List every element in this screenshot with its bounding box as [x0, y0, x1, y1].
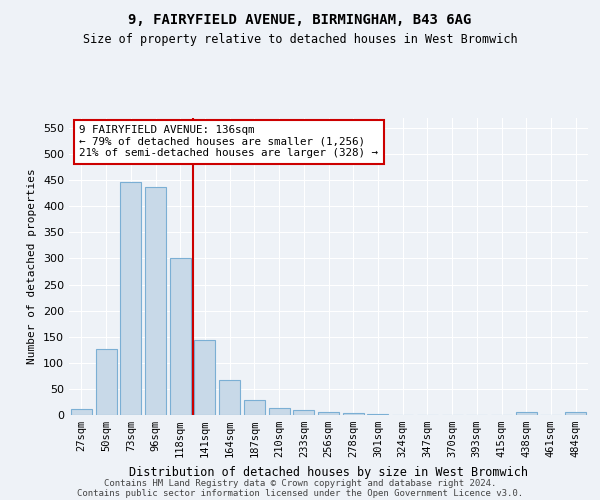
Text: Contains public sector information licensed under the Open Government Licence v3: Contains public sector information licen… — [77, 488, 523, 498]
Bar — [244, 400, 265, 415]
Bar — [170, 258, 191, 415]
Bar — [219, 380, 240, 415]
Bar — [145, 187, 166, 415]
Bar — [565, 412, 586, 415]
Bar — [367, 414, 388, 415]
Bar — [95, 348, 116, 415]
Bar — [194, 340, 215, 415]
X-axis label: Distribution of detached houses by size in West Bromwich: Distribution of detached houses by size … — [129, 466, 528, 478]
Bar — [71, 408, 92, 415]
Bar — [293, 410, 314, 415]
Bar — [318, 412, 339, 415]
Y-axis label: Number of detached properties: Number of detached properties — [28, 168, 37, 364]
Bar — [343, 414, 364, 415]
Text: 9, FAIRYFIELD AVENUE, BIRMINGHAM, B43 6AG: 9, FAIRYFIELD AVENUE, BIRMINGHAM, B43 6A… — [128, 12, 472, 26]
Bar — [516, 412, 537, 415]
Text: Size of property relative to detached houses in West Bromwich: Size of property relative to detached ho… — [83, 32, 517, 46]
Text: Contains HM Land Registry data © Crown copyright and database right 2024.: Contains HM Land Registry data © Crown c… — [104, 478, 496, 488]
Text: 9 FAIRYFIELD AVENUE: 136sqm
← 79% of detached houses are smaller (1,256)
21% of : 9 FAIRYFIELD AVENUE: 136sqm ← 79% of det… — [79, 125, 379, 158]
Bar — [120, 182, 141, 415]
Bar — [269, 408, 290, 415]
